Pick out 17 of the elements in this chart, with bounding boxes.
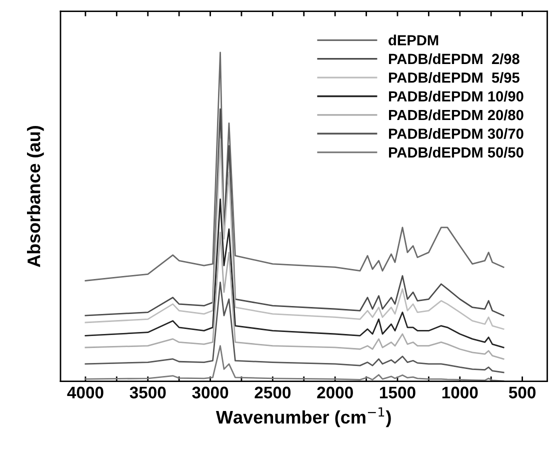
legend-label: PADB/dEPDM 10/90 xyxy=(389,90,524,102)
legend-label: dEPDM xyxy=(388,34,438,46)
x-tick-label: 500 xyxy=(508,386,536,398)
x-tick-label: 2500 xyxy=(254,386,291,398)
legend-label: PADB/dEPDM 2/98 xyxy=(389,53,520,64)
x-axis-title: Wavenumber (cm$^{−1}$) xyxy=(216,407,391,428)
x-tick-label: 3000 xyxy=(192,386,228,398)
x-tick-label: 4000 xyxy=(67,386,104,398)
legend-label: PADB/dEPDM 50/50 xyxy=(389,146,524,158)
legend-label: PADB/dEPDM 5/95 xyxy=(389,72,520,83)
x-tick-label: 1500 xyxy=(380,386,416,398)
legend-label: PADB/dEPDM 30/70 xyxy=(389,128,524,140)
y-axis-title: Absorbance (au) xyxy=(27,126,44,268)
x-tick-label: 1000 xyxy=(442,386,478,398)
legend-label: PADB/dEPDM 20/80 xyxy=(389,109,524,120)
x-tick-label: 2000 xyxy=(317,386,353,398)
x-tick-label: 3500 xyxy=(130,386,166,398)
